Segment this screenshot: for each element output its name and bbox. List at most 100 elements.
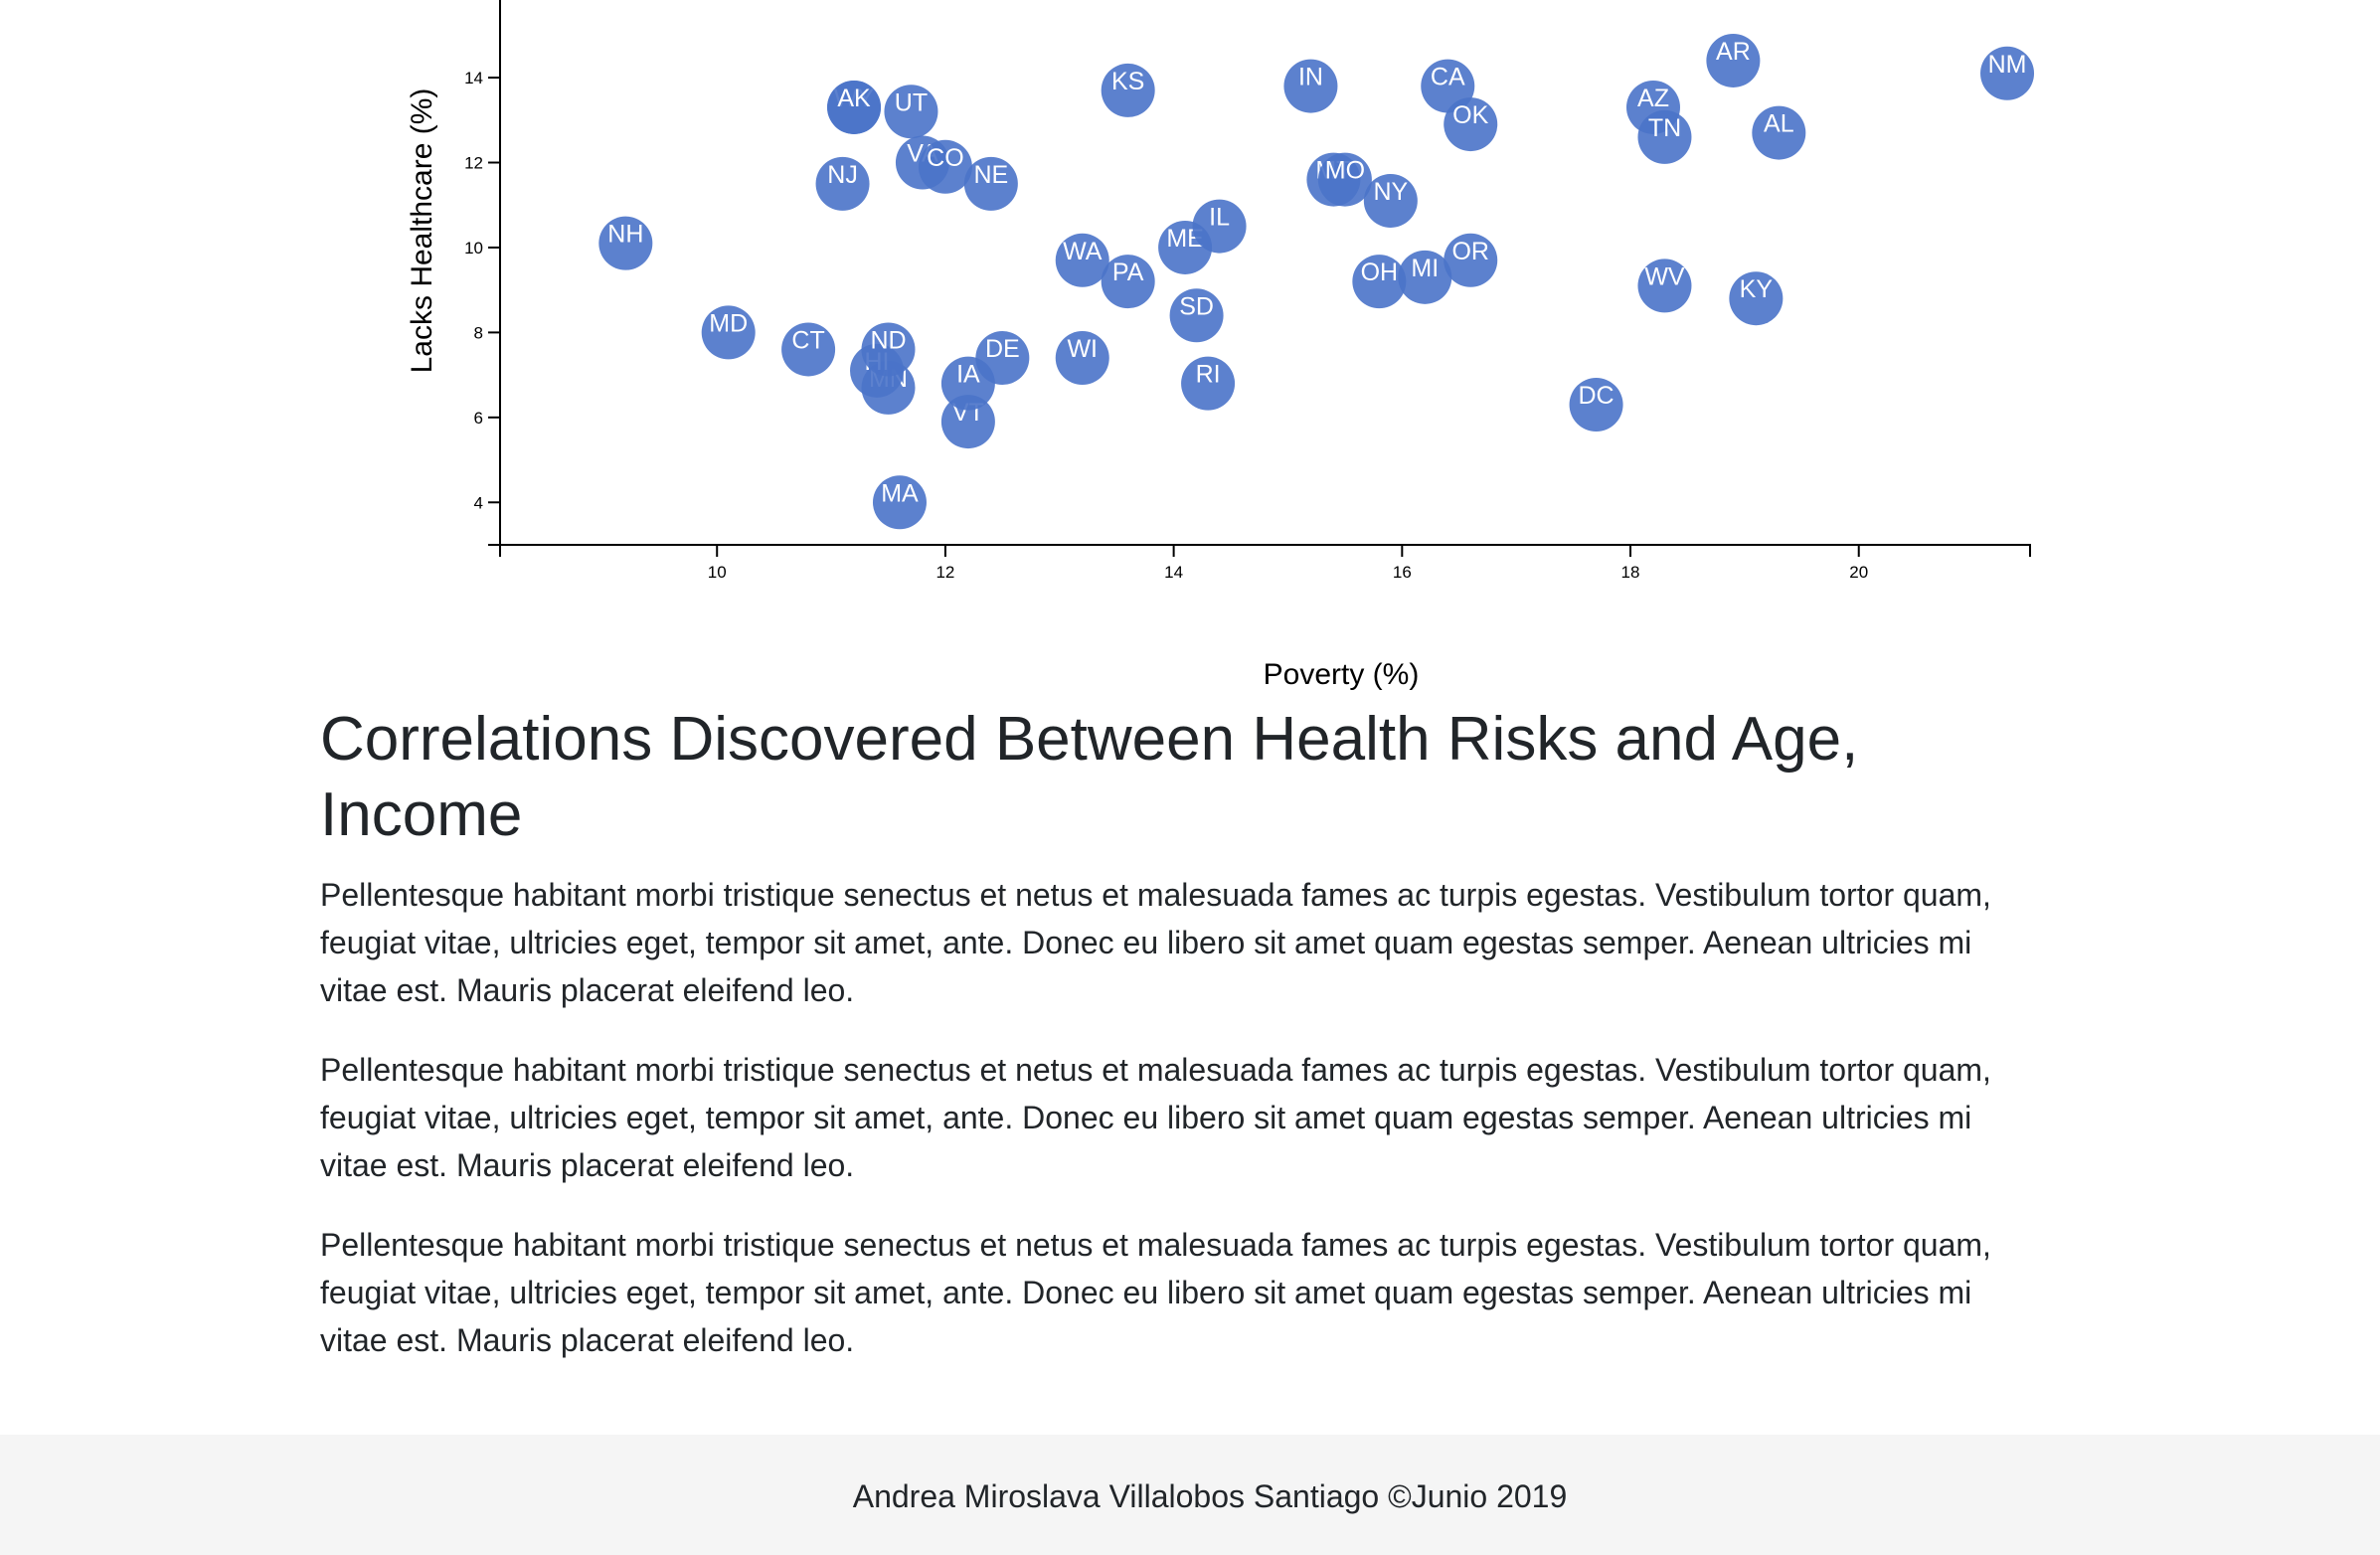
x-tick: 10 bbox=[708, 545, 727, 582]
y-tick-label: 8 bbox=[474, 323, 483, 342]
y-tick: 12 bbox=[464, 154, 500, 173]
state-abbr-label: MA bbox=[881, 479, 919, 507]
state-marker[interactable] bbox=[1444, 97, 1498, 152]
state-marker[interactable] bbox=[975, 331, 1030, 386]
state-marker[interactable] bbox=[701, 305, 756, 360]
state-marker[interactable] bbox=[1980, 46, 2035, 100]
chart-axes: 4 6 8 10 12 14 10 12 14 16 18 20 Lacks Healthcare … bbox=[406, 0, 2031, 691]
state-abbr-label: PA bbox=[1112, 259, 1144, 286]
x-tick-label: 20 bbox=[1849, 563, 1868, 582]
state-marker[interactable] bbox=[1706, 33, 1761, 87]
state-marker[interactable] bbox=[1444, 233, 1498, 287]
y-tick-label: 12 bbox=[464, 154, 483, 173]
state-abbr-label: OR bbox=[1451, 238, 1489, 265]
state-marker[interactable] bbox=[1569, 378, 1623, 432]
state-abbr-label: CT bbox=[791, 326, 824, 354]
y-tick: 6 bbox=[474, 409, 500, 428]
state-abbr-label: AZ bbox=[1637, 85, 1669, 112]
state-point-al[interactable]: AL bbox=[1752, 105, 1806, 160]
y-axis-title[interactable]: Lacks Healthcare (%) bbox=[406, 88, 438, 374]
state-marker[interactable] bbox=[1101, 255, 1155, 309]
state-point-ok[interactable]: OK bbox=[1444, 97, 1498, 152]
state-marker[interactable] bbox=[861, 322, 916, 377]
x-axis-ticks: 10 12 14 16 18 20 bbox=[708, 545, 1868, 582]
state-point-md[interactable]: MD bbox=[701, 305, 756, 360]
state-marker[interactable] bbox=[1398, 250, 1452, 304]
state-marker[interactable] bbox=[598, 216, 653, 270]
x-tick: 18 bbox=[1621, 545, 1639, 582]
state-abbr-label: AR bbox=[1716, 38, 1751, 66]
state-abbr-label: NJ bbox=[827, 161, 858, 189]
state-marker[interactable] bbox=[1317, 152, 1372, 207]
state-point-nm[interactable]: NM bbox=[1980, 46, 2035, 100]
state-marker[interactable] bbox=[1637, 109, 1692, 164]
state-abbr-label: RI bbox=[1196, 361, 1221, 389]
state-marker[interactable] bbox=[1729, 271, 1784, 326]
state-point-ak[interactable]: AK bbox=[827, 80, 882, 134]
state-marker[interactable] bbox=[963, 156, 1018, 211]
y-tick-label: 6 bbox=[474, 409, 483, 428]
state-point-ks[interactable]: KS bbox=[1101, 63, 1155, 117]
x-axis-title[interactable]: Poverty (%) bbox=[1264, 658, 1420, 691]
state-point-ma[interactable]: MA bbox=[872, 475, 927, 530]
state-marker[interactable] bbox=[1055, 233, 1109, 287]
state-point-nd[interactable]: ND bbox=[861, 322, 916, 377]
state-point-de[interactable]: DE bbox=[975, 331, 1030, 386]
state-abbr-label: WA bbox=[1063, 238, 1103, 265]
state-point-wv[interactable]: WV bbox=[1637, 259, 1692, 313]
state-marker[interactable] bbox=[827, 80, 882, 134]
state-point-ky[interactable]: KY bbox=[1729, 271, 1784, 326]
state-point-sd[interactable]: SD bbox=[1169, 288, 1224, 343]
state-point-or[interactable]: OR bbox=[1444, 233, 1498, 287]
state-marker[interactable] bbox=[1752, 105, 1806, 160]
state-marker[interactable] bbox=[884, 85, 938, 139]
state-abbr-label: KS bbox=[1111, 68, 1144, 95]
state-marker[interactable] bbox=[781, 322, 836, 377]
state-point-ut[interactable]: UT bbox=[884, 85, 938, 139]
state-point-mo[interactable]: MO bbox=[1317, 152, 1372, 207]
state-point-ct[interactable]: CT bbox=[781, 322, 836, 377]
state-point-oh[interactable]: OH bbox=[1352, 255, 1407, 309]
state-point-tn[interactable]: TN bbox=[1637, 109, 1692, 164]
state-point-wi[interactable]: WI bbox=[1055, 331, 1109, 386]
state-marker[interactable] bbox=[872, 475, 927, 530]
state-point-wa[interactable]: WA bbox=[1055, 233, 1109, 287]
state-marker[interactable] bbox=[1169, 288, 1224, 343]
state-point-pa[interactable]: PA bbox=[1101, 255, 1155, 309]
state-abbr-label: OK bbox=[1452, 101, 1488, 129]
state-abbr-label: IL bbox=[1209, 204, 1230, 232]
state-point-co[interactable]: CO bbox=[918, 139, 972, 194]
state-marker[interactable] bbox=[1363, 173, 1418, 228]
state-marker[interactable] bbox=[1181, 356, 1236, 411]
state-abbr-label: ND bbox=[870, 326, 906, 354]
state-marker[interactable] bbox=[1283, 59, 1338, 113]
state-point-nh[interactable]: NH bbox=[598, 216, 653, 270]
state-abbr-label: NY bbox=[1373, 178, 1408, 206]
state-point-il[interactable]: IL bbox=[1192, 199, 1247, 254]
x-tick: 12 bbox=[935, 545, 954, 582]
state-abbr-label: DE bbox=[985, 335, 1020, 363]
state-point-ar[interactable]: AR bbox=[1706, 33, 1761, 87]
state-marker[interactable] bbox=[918, 139, 972, 194]
state-marker[interactable] bbox=[1192, 199, 1247, 254]
state-abbr-label: CO bbox=[927, 144, 964, 172]
state-point-ne[interactable]: NE bbox=[963, 156, 1018, 211]
state-abbr-label: AK bbox=[837, 85, 871, 112]
state-abbr-label: MD bbox=[709, 309, 748, 337]
state-marker[interactable] bbox=[1055, 331, 1109, 386]
state-marker[interactable] bbox=[940, 395, 995, 449]
state-point-ri[interactable]: RI bbox=[1181, 356, 1236, 411]
state-point-nj[interactable]: NJ bbox=[815, 156, 870, 211]
state-marker[interactable] bbox=[1101, 63, 1155, 117]
state-point-ny[interactable]: NY bbox=[1363, 173, 1418, 228]
x-tick: 16 bbox=[1393, 545, 1412, 582]
state-point-mi[interactable]: MI bbox=[1398, 250, 1452, 304]
state-abbr-label: NE bbox=[973, 161, 1008, 189]
state-marker[interactable] bbox=[815, 156, 870, 211]
state-point-in[interactable]: IN bbox=[1283, 59, 1338, 113]
state-marker[interactable] bbox=[1352, 255, 1407, 309]
state-point-dc[interactable]: DC bbox=[1569, 378, 1623, 432]
x-tick-label: 10 bbox=[708, 563, 727, 582]
state-marker[interactable] bbox=[1637, 259, 1692, 313]
